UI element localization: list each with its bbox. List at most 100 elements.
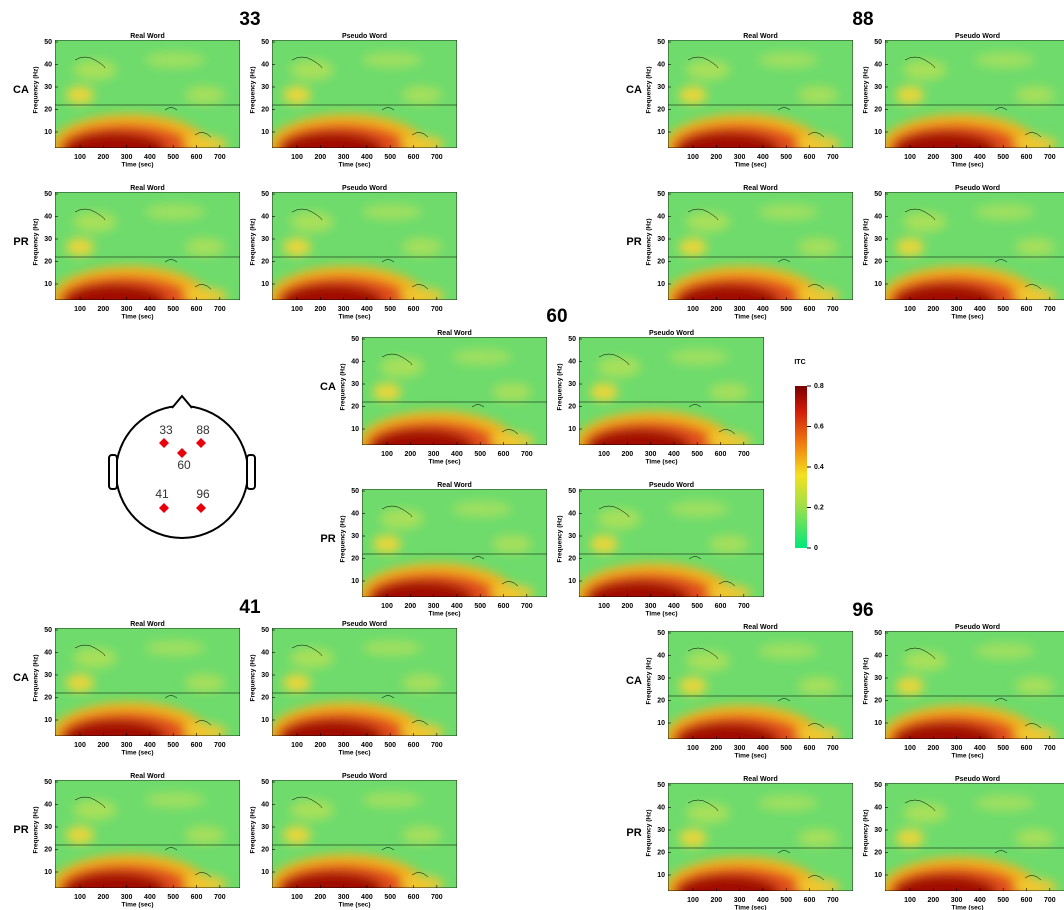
y-tick-label: 20 [657, 258, 665, 265]
y-tick-label: 20 [44, 694, 52, 701]
x-tick-label: 100 [904, 154, 916, 161]
x-tick-label: 700 [214, 742, 226, 749]
x-tick-label: 100 [904, 306, 916, 313]
panel-title: Real Word [743, 33, 778, 40]
group-label: 60 [546, 306, 567, 327]
y-tick-label: 10 [657, 872, 665, 879]
panel-title: Real Word [130, 621, 165, 628]
x-tick-label: 700 [827, 306, 839, 313]
x-axis-label: Time (sec) [338, 162, 370, 169]
y-tick-label: 50 [351, 336, 359, 343]
x-tick-label: 600 [804, 897, 816, 904]
x-tick-label: 300 [734, 306, 746, 313]
y-tick-label: 30 [44, 84, 52, 91]
y-tick-label: 50 [874, 39, 882, 46]
x-tick-label: 600 [1021, 306, 1033, 313]
x-tick-label: 600 [408, 306, 420, 313]
x-tick-label: 600 [408, 154, 420, 161]
y-tick-label: 20 [874, 697, 882, 704]
x-tick-label: 500 [167, 742, 179, 749]
y-tick-label: 30 [568, 533, 576, 540]
panel-title: Real Word [437, 330, 472, 337]
y-tick-label: 10 [44, 717, 52, 724]
x-tick-label: 400 [451, 603, 463, 610]
y-axis-label: Frequency (Hz) [250, 655, 257, 702]
panel-title: Pseudo Word [955, 624, 1000, 631]
x-tick-label: 400 [757, 745, 769, 752]
electrode-label: 33 [159, 423, 173, 437]
x-tick-label: 600 [1021, 154, 1033, 161]
panel-title: Pseudo Word [342, 185, 387, 192]
y-tick-label: 40 [351, 510, 359, 517]
y-tick-label: 30 [874, 675, 882, 682]
y-tick-label: 50 [874, 191, 882, 198]
group-label: 88 [852, 9, 873, 30]
y-tick-label: 40 [44, 801, 52, 808]
y-tick-label: 30 [261, 672, 269, 679]
y-axis-label: Frequency (Hz) [33, 807, 40, 854]
y-axis-label: Frequency (Hz) [863, 658, 870, 705]
x-tick-label: 100 [291, 154, 303, 161]
x-tick-label: 700 [1044, 745, 1056, 752]
x-tick-label: 500 [997, 897, 1009, 904]
x-tick-label: 500 [691, 451, 703, 458]
x-tick-label: 700 [214, 154, 226, 161]
x-tick-label: 200 [314, 894, 326, 901]
y-tick-label: 40 [657, 804, 665, 811]
y-tick-label: 20 [261, 258, 269, 265]
y-tick-label: 10 [568, 578, 576, 585]
y-axis-label: Frequency (Hz) [863, 810, 870, 857]
y-tick-label: 20 [568, 555, 576, 562]
y-tick-label: 40 [261, 213, 269, 220]
y-tick-label: 20 [44, 846, 52, 853]
x-axis-label: Time (sec) [121, 162, 153, 169]
y-tick-label: 50 [261, 627, 269, 634]
y-tick-label: 50 [44, 779, 52, 786]
x-tick-label: 700 [214, 306, 226, 313]
x-tick-label: 700 [1044, 306, 1056, 313]
colorbar-tick-label: 0.2 [814, 504, 824, 511]
x-tick-label: 100 [598, 603, 610, 610]
y-tick-label: 10 [657, 129, 665, 136]
x-tick-label: 400 [361, 894, 373, 901]
x-tick-label: 400 [974, 745, 986, 752]
x-tick-label: 700 [431, 742, 443, 749]
y-axis-label: Frequency (Hz) [863, 67, 870, 114]
y-tick-label: 10 [261, 129, 269, 136]
x-tick-label: 100 [74, 306, 86, 313]
x-tick-label: 200 [97, 742, 109, 749]
y-tick-label: 30 [874, 827, 882, 834]
x-tick-label: 100 [291, 742, 303, 749]
x-axis-label: Time (sec) [951, 905, 983, 910]
colorbar-tick-label: 0.8 [814, 383, 824, 390]
x-tick-label: 400 [451, 451, 463, 458]
x-axis-label: Time (sec) [338, 902, 370, 909]
x-tick-label: 500 [780, 306, 792, 313]
x-tick-label: 400 [144, 742, 156, 749]
x-tick-label: 700 [738, 451, 750, 458]
x-axis-label: Time (sec) [338, 750, 370, 757]
region-label: CA [320, 381, 336, 393]
panel-title: Real Word [743, 776, 778, 783]
y-tick-label: 40 [874, 804, 882, 811]
group-label: 41 [239, 597, 261, 618]
x-tick-label: 400 [361, 154, 373, 161]
y-tick-label: 50 [657, 782, 665, 789]
x-tick-label: 600 [715, 603, 727, 610]
x-tick-label: 300 [338, 742, 350, 749]
x-tick-label: 600 [804, 154, 816, 161]
x-tick-label: 300 [734, 745, 746, 752]
y-axis-label: Frequency (Hz) [340, 516, 347, 563]
y-axis-label: Frequency (Hz) [250, 67, 257, 114]
x-tick-label: 600 [191, 894, 203, 901]
x-tick-label: 300 [121, 742, 133, 749]
x-tick-label: 600 [715, 451, 727, 458]
heatmap [880, 783, 1064, 910]
x-tick-label: 100 [291, 306, 303, 313]
heatmap [50, 780, 240, 910]
y-tick-label: 40 [261, 649, 269, 656]
y-tick-label: 20 [657, 697, 665, 704]
electrode-label: 41 [155, 487, 169, 501]
x-tick-label: 300 [428, 603, 440, 610]
y-tick-label: 30 [44, 236, 52, 243]
